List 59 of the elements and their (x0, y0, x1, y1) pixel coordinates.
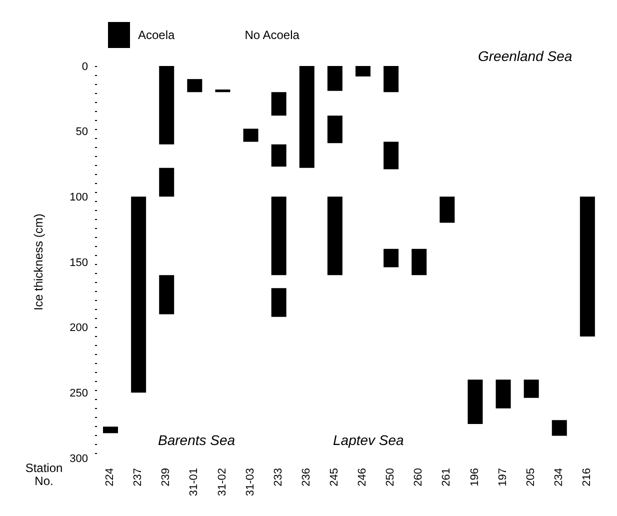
bar (327, 196, 342, 276)
bar (215, 90, 230, 92)
x-tick-label: 196 (468, 468, 481, 486)
x-tick-label: 216 (580, 468, 593, 486)
bar (271, 92, 286, 116)
x-tick-label: 236 (300, 468, 312, 486)
y-tick-label: 0 (82, 60, 88, 73)
bar (131, 196, 146, 393)
x-tick-label: 260 (412, 468, 425, 486)
x-tick-label: 31-01 (188, 468, 200, 496)
x-tick-label: 261 (440, 468, 453, 486)
x-tick-label: 239 (160, 468, 172, 486)
annotation: Laptev Sea (333, 432, 404, 448)
annotation: Barents Sea (158, 432, 236, 448)
bar (243, 128, 258, 142)
bar (524, 380, 539, 398)
y-tick-label: 300 (70, 452, 88, 465)
bar (271, 144, 286, 167)
bar (552, 420, 567, 436)
x-tick-label: 31-02 (216, 468, 228, 496)
x-axis-title: Station No. (24, 461, 64, 488)
bar (496, 380, 511, 408)
bar (384, 248, 399, 268)
bar (299, 66, 314, 168)
x-tick-label: 205 (524, 468, 537, 486)
bar (271, 288, 286, 317)
x-tick-label: 224 (104, 468, 116, 486)
bar (159, 168, 174, 197)
x-tick-label: 234 (552, 468, 565, 486)
y-tick-label: 50 (76, 126, 88, 138)
y-tick-label: 200 (70, 322, 88, 334)
bar (384, 142, 399, 170)
x-tick-label: 233 (272, 468, 284, 486)
bar (159, 275, 174, 314)
bar (327, 116, 342, 144)
bar (468, 380, 483, 424)
y-tick-label: 250 (70, 388, 88, 400)
x-tick-label: 237 (132, 468, 144, 486)
x-tick-label: 246 (356, 468, 369, 486)
y-tick-label: 100 (70, 192, 88, 204)
x-tick-label: 197 (496, 468, 509, 486)
bar (327, 66, 342, 91)
x-tick-label: 31-03 (244, 468, 256, 496)
x-tick-label: 250 (384, 468, 397, 486)
bar (187, 79, 202, 92)
bar (384, 66, 399, 92)
legend-label: Acoela (138, 28, 175, 42)
x-tick-label: 245 (328, 468, 340, 486)
text: No Acoela (244, 28, 300, 42)
bar (356, 66, 370, 76)
y-tick-label: 150 (70, 256, 88, 269)
bar (412, 248, 427, 276)
bar (440, 196, 455, 223)
bar (271, 196, 286, 276)
bar (159, 66, 174, 144)
bar (580, 196, 595, 336)
y-axis-title: Ice thickness (cm) (31, 214, 46, 310)
bar (103, 426, 118, 434)
text: Greenland Sea (478, 48, 572, 64)
